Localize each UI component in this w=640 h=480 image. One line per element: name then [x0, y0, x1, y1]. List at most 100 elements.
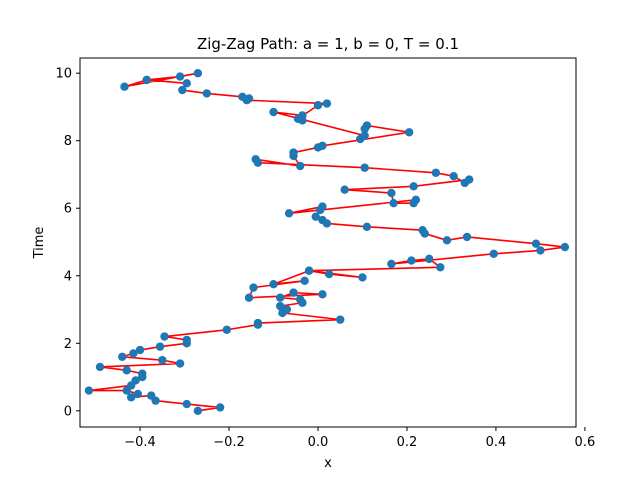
data-point: [251, 155, 260, 164]
data-point: [449, 171, 458, 181]
x-tick-label: 0.0: [308, 435, 329, 450]
data-point: [84, 386, 94, 395]
data-point: [418, 225, 427, 235]
data-point: [182, 399, 191, 409]
data-point: [296, 161, 305, 171]
data-point: [536, 246, 545, 255]
x-tick-label: −0.2: [213, 435, 245, 450]
data-point: [442, 236, 452, 245]
data-point: [289, 288, 298, 297]
data-point: [389, 198, 398, 208]
data-point: [158, 355, 167, 365]
data-point: [360, 163, 369, 172]
data-point: [122, 366, 131, 375]
plot-area: [80, 58, 576, 427]
x-axis-label: x: [324, 456, 332, 471]
data-point: [324, 269, 334, 279]
data-point: [238, 92, 247, 102]
data-point: [120, 82, 129, 91]
data-point: [253, 318, 263, 328]
data-point: [129, 349, 138, 358]
data-point: [131, 376, 140, 385]
data-point: [318, 215, 327, 225]
data-point: [222, 325, 231, 334]
data-point: [311, 212, 320, 221]
data-point: [182, 335, 191, 345]
x-tick-label: 0.4: [486, 435, 507, 450]
data-point: [318, 141, 327, 150]
data-point: [178, 85, 187, 95]
data-point: [142, 75, 151, 85]
data-point: [436, 263, 445, 272]
data-point: [293, 114, 303, 123]
data-point: [244, 293, 254, 302]
data-point: [269, 279, 278, 289]
data-point: [249, 283, 258, 292]
data-point: [340, 185, 349, 194]
y-tick-label: 0: [64, 404, 72, 419]
chart-title: Zig-Zag Path: a = 1, b = 0, T = 0.1: [197, 35, 459, 53]
data-point: [193, 406, 203, 415]
data-point: [275, 301, 285, 311]
data-point: [336, 315, 345, 324]
data-point: [409, 182, 418, 191]
x-tick-label: 0.6: [575, 435, 596, 450]
data-point: [155, 342, 165, 351]
data-point: [133, 389, 143, 399]
data-point: [318, 290, 327, 299]
data-point: [193, 68, 203, 78]
data-point: [182, 79, 191, 88]
data-point: [175, 72, 185, 81]
y-tick-label: 4: [64, 269, 72, 284]
data-point: [296, 295, 305, 304]
data-point: [462, 232, 472, 242]
data-point: [126, 393, 136, 402]
tick-group: −0.4 −0.2 0.0 0.2 0.4 0.6 0 2 4 6 8 10: [55, 67, 595, 450]
data-point: [118, 352, 127, 361]
data-point: [318, 202, 327, 211]
data-point: [146, 391, 156, 400]
data-point: [282, 305, 292, 314]
data-point: [358, 273, 367, 282]
data-point: [362, 222, 372, 231]
data-point: [322, 99, 332, 108]
data-point: [215, 403, 225, 412]
data-point: [425, 254, 434, 264]
data-point: [138, 369, 147, 378]
data-point: [304, 266, 314, 275]
data-point: [244, 94, 254, 103]
data-point: [404, 128, 414, 137]
data-point: [360, 131, 369, 140]
data-point: [531, 239, 541, 248]
data-point: [160, 332, 169, 341]
data-point: [360, 124, 369, 134]
data-point: [313, 101, 323, 110]
data-point: [489, 249, 498, 259]
data-point: [387, 188, 396, 198]
data-point: [300, 276, 309, 286]
data-point: [407, 256, 416, 265]
plot-frame: [79, 57, 577, 428]
y-tick-label: 10: [55, 67, 72, 82]
data-point: [175, 359, 185, 368]
data-point: [202, 89, 211, 98]
data-point: [289, 148, 298, 157]
data-point: [560, 242, 570, 252]
data-point: [95, 362, 105, 372]
y-tick-label: 8: [64, 134, 72, 149]
x-tick-label: −0.4: [124, 435, 156, 450]
data-point: [275, 293, 285, 302]
data-point: [387, 259, 396, 269]
data-point: [409, 198, 418, 208]
data-point: [135, 345, 145, 355]
data-point: [431, 168, 441, 177]
data-point: [460, 178, 469, 188]
series-group: [84, 68, 570, 415]
y-axis-label: Time: [32, 227, 47, 260]
data-point: [269, 107, 278, 117]
y-tick-label: 6: [64, 202, 72, 217]
y-tick-label: 2: [64, 337, 72, 352]
data-point: [284, 209, 294, 218]
x-tick-label: 0.2: [397, 435, 418, 450]
